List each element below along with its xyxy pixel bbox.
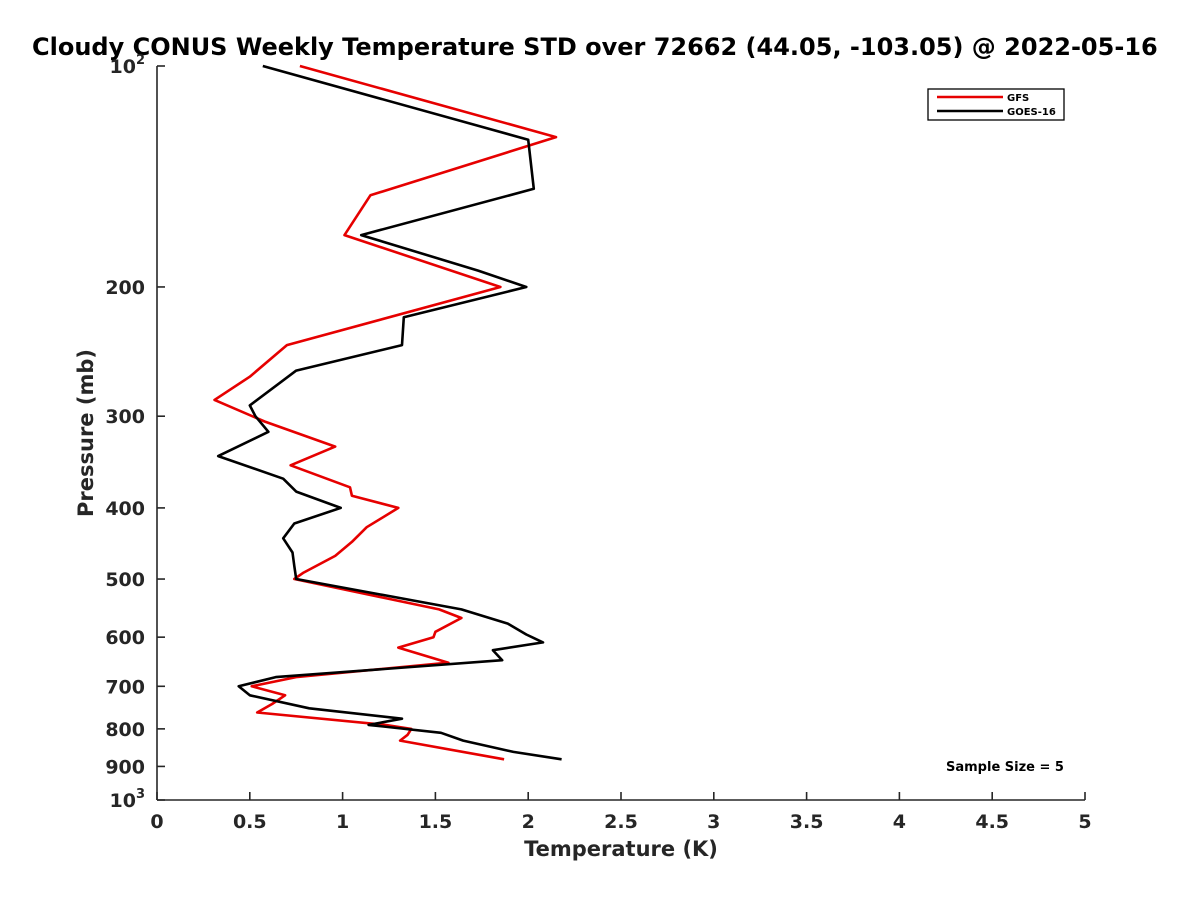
legend-gfs-label: GFS [1007,93,1029,104]
legend-box [927,88,1065,121]
y-tick-label: 300 [105,406,145,428]
x-tick-label: 4 [893,811,906,833]
y-tick-label: 800 [105,719,145,741]
chart-title: Cloudy CONUS Weekly Temperature STD over… [32,33,1158,61]
x-tick-label: 1 [336,811,349,833]
x-tick-label: 2 [522,811,535,833]
y-tick-label: 600 [105,627,145,649]
x-tick-label: 0.5 [233,811,267,833]
y-axis-ticks: 102 200 300 400 500 600 700 800 900 103 [105,53,165,812]
x-tick-label: 3 [707,811,720,833]
series-line-goes16 [216,64,562,761]
y-tick-label: 900 [105,756,145,778]
x-axis-ticks: 0 0.5 1 1.5 2 2.5 3 3.5 4 4.5 5 [150,792,1092,833]
y-axis-label: Pressure (mb) [74,349,98,517]
x-tick-label: 1.5 [419,811,453,833]
y-tick-label: 400 [105,498,145,520]
legend-goes16-label: GOES-16 [1007,107,1056,118]
x-tick-label: 0 [150,811,163,833]
y-tick-label: 500 [105,569,145,591]
y-tick-label: 103 [110,787,146,812]
plot-area [213,64,562,761]
legend: GFS GOES-16 [927,88,1065,121]
x-tick-label: 3.5 [790,811,824,833]
x-tick-label: 4.5 [975,811,1009,833]
y-tick-label: 200 [105,277,145,299]
x-tick-label: 2.5 [604,811,638,833]
y-tick-label: 700 [105,676,145,698]
series-line-gfs [213,64,558,761]
sample-size-annotation: Sample Size = 5 [946,760,1064,775]
x-tick-label: 5 [1078,811,1091,833]
x-axis-label: Temperature (K) [524,837,718,861]
y-tick-label: 102 [110,53,146,78]
